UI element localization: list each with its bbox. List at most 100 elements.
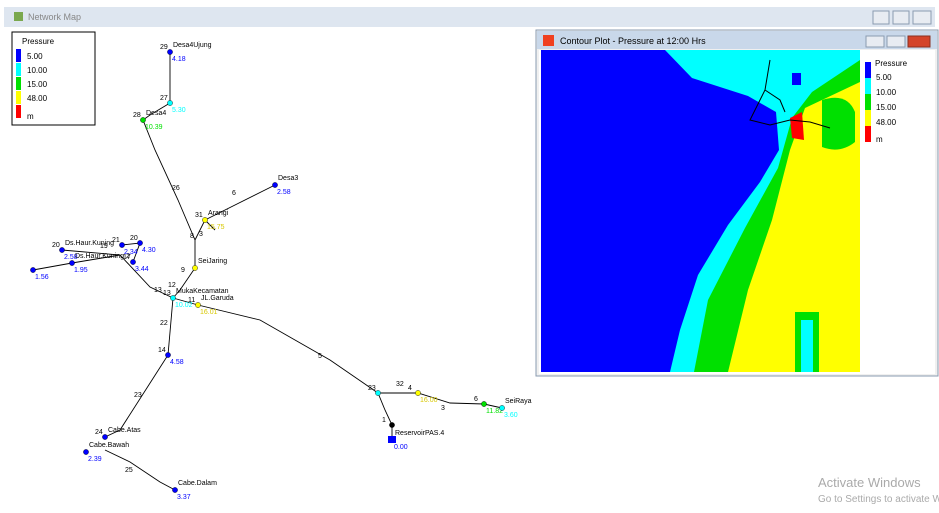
contour-title-bar bbox=[537, 31, 937, 49]
maximize-button[interactable] bbox=[886, 35, 906, 48]
junction bbox=[499, 405, 505, 411]
node-value: 2.58 bbox=[277, 189, 291, 196]
pipe bbox=[61, 249, 174, 299]
node-id: 6 bbox=[474, 396, 478, 403]
node-value: 10.39 bbox=[145, 124, 163, 131]
junction bbox=[272, 182, 278, 188]
link-label: 32 bbox=[396, 381, 404, 388]
legend-swatch bbox=[16, 91, 21, 104]
window-buttons[interactable] bbox=[872, 10, 932, 25]
node-label: JL.Garuda bbox=[201, 295, 234, 302]
node-label: SeiJaring bbox=[198, 258, 227, 265]
junction bbox=[119, 242, 125, 248]
pipe bbox=[749, 59, 831, 129]
title-bar bbox=[4, 7, 935, 27]
minimize-button[interactable] bbox=[872, 10, 890, 25]
zone-red bbox=[790, 112, 804, 140]
junction bbox=[170, 295, 176, 301]
legend-unit: m bbox=[27, 112, 34, 121]
node-id: 1 bbox=[382, 417, 386, 424]
pipe bbox=[764, 89, 786, 113]
node-id: 4 bbox=[408, 385, 412, 392]
node-label: MukaKecamatan bbox=[176, 288, 229, 295]
junction bbox=[375, 390, 381, 396]
legend-swatch bbox=[16, 77, 21, 90]
junction bbox=[389, 422, 395, 428]
legend-level: 5.00 bbox=[876, 73, 892, 82]
legend-box bbox=[11, 31, 96, 126]
link-label: 22 bbox=[160, 320, 168, 327]
node-label: Ds.Haur.Kuning bbox=[65, 240, 114, 247]
zone-blue bbox=[541, 50, 779, 372]
legend-title: Pressure bbox=[875, 59, 908, 68]
node-value: 10.02 bbox=[175, 302, 193, 309]
close-button[interactable] bbox=[907, 35, 931, 48]
junction bbox=[137, 240, 143, 246]
node-label: Cabe.Dalam bbox=[178, 480, 217, 487]
legend-swatch bbox=[16, 63, 21, 76]
legend-swatch bbox=[16, 105, 21, 118]
node-value: 16.00 bbox=[420, 397, 438, 404]
legend-level: 5.00 bbox=[27, 52, 43, 61]
node-label: Desa4 bbox=[146, 110, 166, 117]
pipe bbox=[204, 184, 276, 221]
link-label: 9 bbox=[181, 267, 185, 274]
node-value: 4.30 bbox=[142, 247, 156, 254]
watermark-title: Activate Windows bbox=[818, 475, 921, 490]
junction bbox=[59, 247, 65, 253]
legend-level: 15.00 bbox=[27, 80, 48, 89]
junction bbox=[192, 265, 198, 271]
node-label: SeiRaya bbox=[505, 398, 532, 405]
node-value: 2.39 bbox=[88, 456, 102, 463]
legend-swatch bbox=[16, 49, 21, 62]
link-label: 6 bbox=[232, 190, 236, 197]
contour-plot bbox=[541, 50, 860, 372]
node-value: 1.56 bbox=[35, 274, 49, 281]
legend-level: 48.00 bbox=[27, 94, 48, 103]
node-value: 5.30 bbox=[172, 107, 186, 114]
contour-title: Contour Plot - Pressure at 12:00 Hrs bbox=[560, 36, 706, 46]
node-id: 21 bbox=[112, 237, 120, 244]
junction bbox=[195, 302, 201, 308]
close-button[interactable] bbox=[912, 10, 932, 25]
node-value: 3.44 bbox=[135, 266, 149, 273]
junction bbox=[481, 401, 487, 407]
junction bbox=[102, 434, 108, 440]
link-label: 12 bbox=[168, 282, 176, 289]
node-id: 28 bbox=[133, 112, 141, 119]
pipe bbox=[377, 392, 393, 440]
junction bbox=[69, 260, 75, 266]
node-label: Ds.Haur.Kuning 2 bbox=[75, 253, 130, 260]
junction bbox=[167, 100, 173, 106]
junction bbox=[130, 259, 136, 265]
minimize-button[interactable] bbox=[865, 35, 885, 48]
node-label: Desa4Ujung bbox=[173, 42, 212, 49]
junction bbox=[83, 449, 89, 455]
legend-swatch bbox=[865, 94, 871, 110]
node-label: Arangi bbox=[208, 210, 229, 217]
link-label: 23 bbox=[134, 392, 142, 399]
junction bbox=[165, 352, 171, 358]
zone-green bbox=[822, 97, 855, 150]
node-id: 23 bbox=[368, 385, 376, 392]
node-value: 3.60 bbox=[504, 412, 518, 419]
node-id: 11 bbox=[188, 297, 195, 304]
legend-level: 10.00 bbox=[27, 66, 48, 75]
legend-level: 15.00 bbox=[876, 103, 897, 112]
link-label: 26 bbox=[172, 185, 180, 192]
reservoir bbox=[388, 436, 396, 443]
maximize-button[interactable] bbox=[892, 10, 910, 25]
node-id: 20 bbox=[52, 242, 60, 249]
legend-swatch bbox=[865, 110, 871, 126]
node-value: 1.95 bbox=[74, 267, 88, 274]
app-icon bbox=[14, 12, 23, 21]
junction bbox=[140, 117, 146, 123]
link-label: 19 bbox=[100, 243, 108, 250]
node-label: Cabe.Atas bbox=[108, 427, 141, 434]
legend-swatch bbox=[865, 62, 871, 78]
zone-blue bbox=[792, 73, 801, 85]
node-id: 14 bbox=[158, 347, 166, 354]
node-label: Desa3 bbox=[278, 175, 298, 182]
node-label: Cabe.Bawah bbox=[89, 442, 129, 449]
